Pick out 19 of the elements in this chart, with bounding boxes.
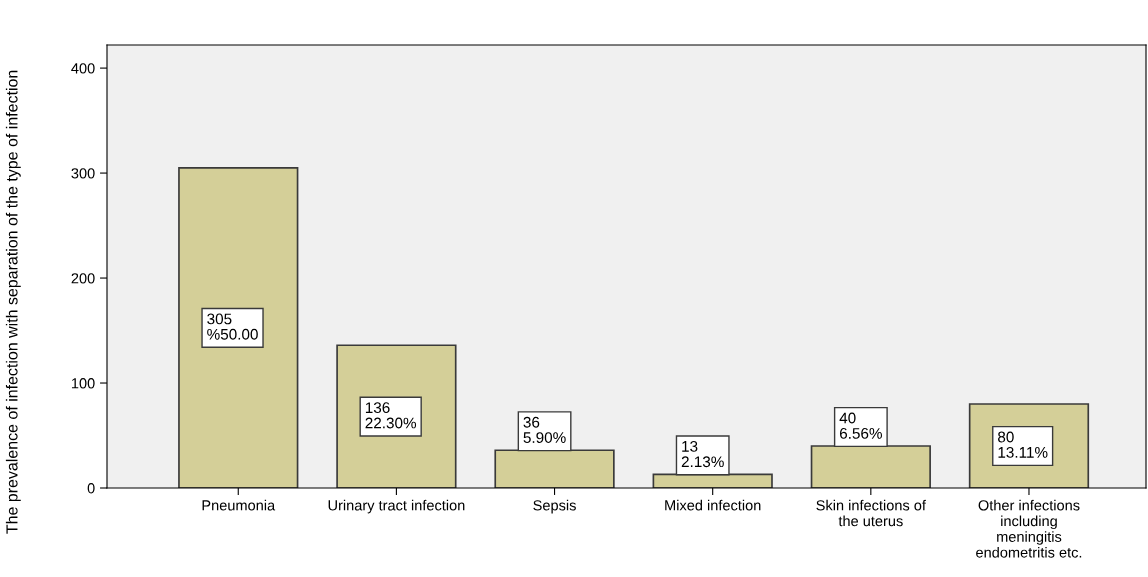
data-label: 36 5.90% [523, 416, 566, 443]
y-tick-label: 300 [71, 168, 95, 179]
data-label: 40 6.56% [839, 412, 882, 439]
data-label: 80 13.11% [998, 431, 1048, 458]
y-tick-label: 400 [71, 63, 95, 74]
x-tick-label: Pneumonia [202, 499, 276, 511]
data-label: 13 2.13% [681, 440, 724, 468]
bar [178, 166, 299, 488]
y-tick-label: 200 [71, 273, 95, 284]
y-tick-label: 100 [71, 378, 95, 389]
x-tick-label: Urinary tract infection [328, 499, 465, 514]
x-tick-label: Mixed infection [665, 499, 761, 511]
data-label: 305 %50.00 [207, 313, 258, 340]
x-tick-label: Skin infections of the uterus [816, 499, 926, 527]
data-label: 136 22.30% [365, 402, 417, 429]
y-axis-title: The prevalence of infection with separation of the type of infection [5, 70, 21, 534]
x-tick-label: Other infections including meningitis endometritis etc. [976, 499, 1082, 558]
y-tick-label: 0 [87, 483, 95, 494]
x-tick-label: Sepsis [533, 499, 576, 514]
